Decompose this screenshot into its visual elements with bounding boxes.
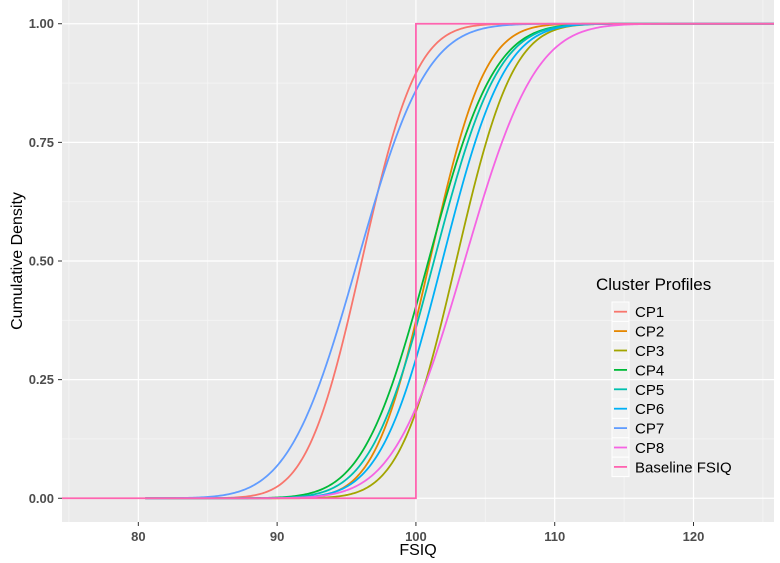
y-tick-label: 0.00 bbox=[29, 491, 54, 506]
series-lines bbox=[62, 22, 774, 500]
x-tick-label: 110 bbox=[544, 529, 565, 544]
legend-item: CP7 bbox=[611, 417, 664, 439]
legend-label: CP8 bbox=[635, 440, 664, 457]
legend-label: CP3 bbox=[635, 343, 664, 360]
legend-item: CP6 bbox=[611, 398, 664, 419]
legend-label: CP7 bbox=[635, 421, 664, 438]
legend-item: CP1 bbox=[611, 301, 664, 322]
legend-item: Baseline FSIQ bbox=[611, 456, 732, 478]
y-tick-label: 0.75 bbox=[29, 135, 54, 150]
x-tick-label: 90 bbox=[270, 529, 284, 544]
x-axis-title: FSIQ bbox=[399, 542, 436, 559]
legend-label: CP5 bbox=[635, 382, 664, 399]
legend: Cluster Profiles CP1CP2CP3CP4CP5CP6CP7CP… bbox=[596, 275, 732, 478]
x-tick-label: 120 bbox=[683, 529, 705, 544]
legend-item: CP4 bbox=[611, 359, 664, 381]
y-axis: 0.00 0.25 0.50 0.75 1.00 bbox=[29, 16, 62, 506]
x-tick-label: 80 bbox=[131, 529, 145, 544]
series-line-baseline-fsiq bbox=[62, 22, 774, 500]
legend-items: CP1 CP2 CP3 CP4 CP5 CP6 CP7 CP8 Baseline FSIQ bbox=[611, 301, 732, 478]
legend-label: CP6 bbox=[635, 401, 664, 418]
legend-label: CP2 bbox=[635, 324, 664, 341]
x-tick-label: 100 bbox=[405, 529, 427, 544]
y-tick-label: 0.25 bbox=[29, 372, 54, 387]
legend-item: CP3 bbox=[611, 340, 664, 361]
y-tick-label: 0.50 bbox=[29, 254, 54, 269]
y-tick-label: 1.00 bbox=[29, 16, 54, 31]
legend-title: Cluster Profiles bbox=[596, 275, 711, 294]
legend-label: CP1 bbox=[635, 304, 664, 321]
legend-item: CP2 bbox=[611, 320, 664, 342]
legend-item: CP5 bbox=[611, 379, 664, 400]
legend-label: Baseline FSIQ bbox=[635, 459, 732, 476]
x-axis: 80 90 100 110 120 bbox=[131, 522, 704, 544]
legend-item: CP8 bbox=[611, 437, 664, 458]
legend-label: CP4 bbox=[635, 362, 664, 379]
y-axis-title: Cumulative Density bbox=[9, 192, 26, 330]
